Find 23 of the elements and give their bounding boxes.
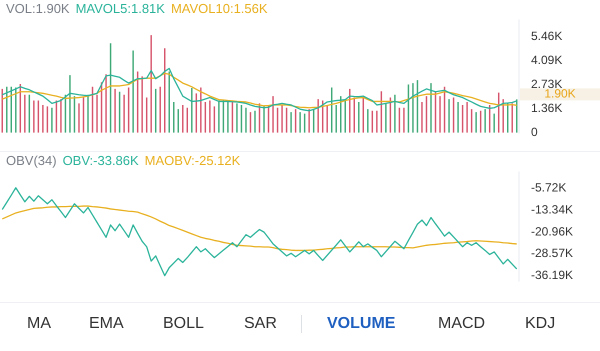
y-tick-label: 4.09K (531, 52, 562, 67)
chart-title: VOL:1.90K (6, 1, 70, 16)
y-tick-label: -20.96K (531, 224, 574, 238)
text: BOLL (163, 315, 204, 333)
text: MAVOL10:1.56K (170, 1, 268, 16)
text: 1.90K (544, 86, 576, 101)
text: KDJ (525, 315, 556, 333)
y-tick-label: -36.19K (531, 268, 574, 282)
text: SAR (244, 315, 277, 333)
y-tick-label: 5.46K (531, 28, 562, 43)
y-tick-label: -28.57K (531, 246, 574, 260)
y-tick-label: -13.34K (531, 202, 574, 217)
text: EMA (89, 315, 124, 333)
y-tick-label: 1.36K (531, 101, 562, 116)
text: VOLUME (327, 315, 396, 333)
chart-title: OBV(34) (6, 153, 57, 168)
text: MAVOL5:1.81K (76, 1, 166, 16)
text: MA (27, 315, 51, 333)
text: OBV:-33.86K (62, 153, 140, 168)
text: MAOBV:-25.12K (144, 153, 241, 168)
y-tick-label: -5.72K (531, 180, 566, 195)
y-tick-label: 0 (531, 125, 538, 140)
text: MACD (438, 315, 486, 333)
